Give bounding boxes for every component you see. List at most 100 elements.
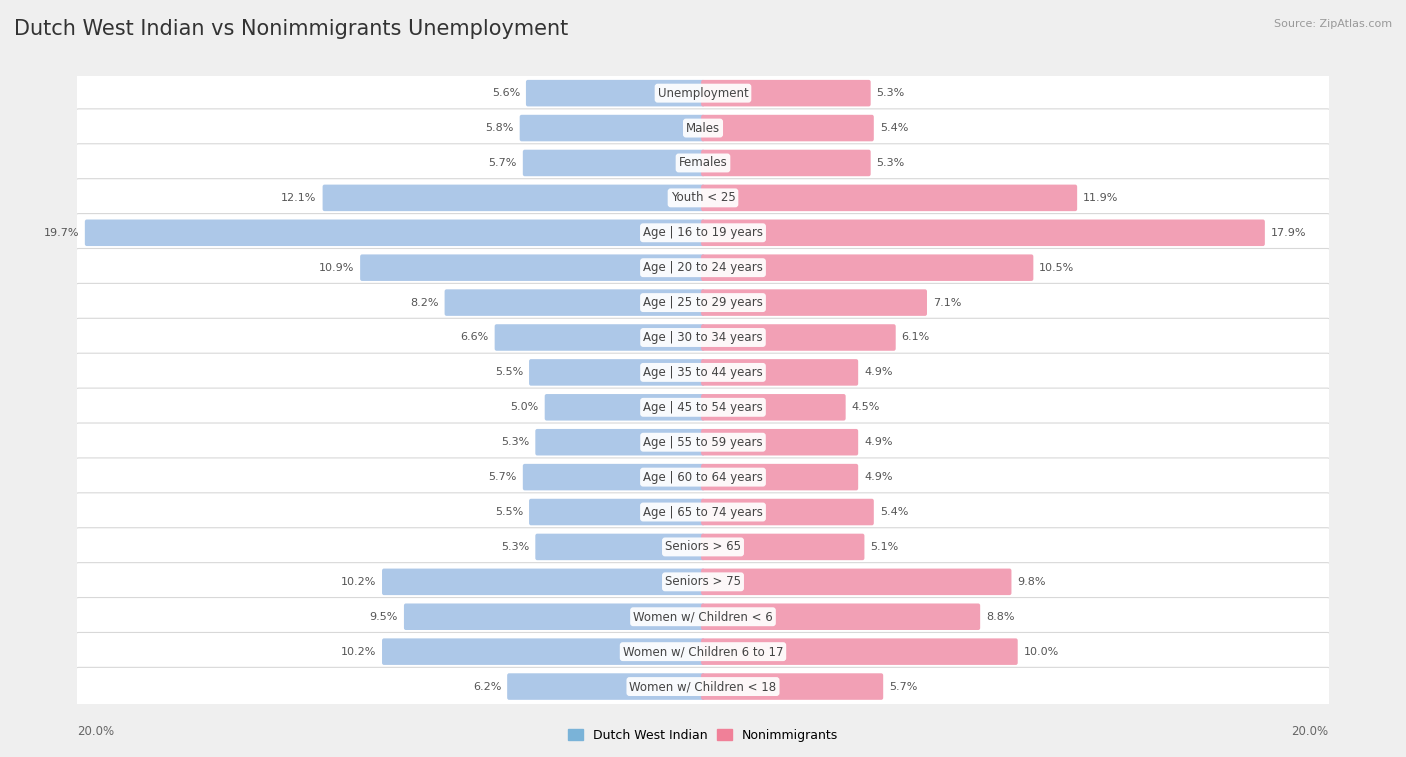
Text: Age | 30 to 34 years: Age | 30 to 34 years: [643, 331, 763, 344]
FancyBboxPatch shape: [75, 213, 1331, 252]
Text: 5.5%: 5.5%: [495, 507, 523, 517]
Text: Age | 16 to 19 years: Age | 16 to 19 years: [643, 226, 763, 239]
Text: Age | 60 to 64 years: Age | 60 to 64 years: [643, 471, 763, 484]
FancyBboxPatch shape: [702, 638, 1018, 665]
FancyBboxPatch shape: [75, 388, 1331, 426]
Text: 9.8%: 9.8%: [1018, 577, 1046, 587]
Text: 5.8%: 5.8%: [485, 123, 513, 133]
Text: 4.9%: 4.9%: [865, 472, 893, 482]
FancyBboxPatch shape: [523, 150, 704, 176]
Text: 5.1%: 5.1%: [870, 542, 898, 552]
FancyBboxPatch shape: [702, 185, 1077, 211]
FancyBboxPatch shape: [75, 632, 1331, 671]
Text: 6.1%: 6.1%: [901, 332, 929, 342]
Legend: Dutch West Indian, Nonimmigrants: Dutch West Indian, Nonimmigrants: [562, 724, 844, 747]
FancyBboxPatch shape: [702, 429, 858, 456]
Text: 5.3%: 5.3%: [501, 438, 530, 447]
FancyBboxPatch shape: [702, 150, 870, 176]
Text: 4.9%: 4.9%: [865, 438, 893, 447]
FancyBboxPatch shape: [544, 394, 704, 421]
Text: 20.0%: 20.0%: [77, 725, 114, 738]
Text: 5.3%: 5.3%: [876, 88, 905, 98]
Text: 5.7%: 5.7%: [889, 681, 918, 692]
Text: 5.7%: 5.7%: [488, 158, 517, 168]
FancyBboxPatch shape: [529, 499, 704, 525]
FancyBboxPatch shape: [702, 80, 870, 107]
FancyBboxPatch shape: [75, 354, 1331, 391]
Text: 5.3%: 5.3%: [501, 542, 530, 552]
Text: 6.6%: 6.6%: [460, 332, 489, 342]
Text: Females: Females: [679, 157, 727, 170]
FancyBboxPatch shape: [382, 638, 704, 665]
Text: 10.9%: 10.9%: [319, 263, 354, 273]
Text: 8.2%: 8.2%: [411, 298, 439, 307]
Text: Age | 45 to 54 years: Age | 45 to 54 years: [643, 400, 763, 414]
FancyBboxPatch shape: [702, 464, 858, 491]
FancyBboxPatch shape: [360, 254, 704, 281]
Text: Dutch West Indian vs Nonimmigrants Unemployment: Dutch West Indian vs Nonimmigrants Unemp…: [14, 19, 568, 39]
Text: 6.2%: 6.2%: [472, 681, 501, 692]
Text: Youth < 25: Youth < 25: [671, 192, 735, 204]
Text: Seniors > 65: Seniors > 65: [665, 540, 741, 553]
FancyBboxPatch shape: [495, 324, 704, 350]
Text: Women w/ Children < 6: Women w/ Children < 6: [633, 610, 773, 623]
Text: Age | 35 to 44 years: Age | 35 to 44 years: [643, 366, 763, 379]
Text: Males: Males: [686, 122, 720, 135]
FancyBboxPatch shape: [508, 673, 704, 699]
FancyBboxPatch shape: [382, 569, 704, 595]
Text: 5.7%: 5.7%: [488, 472, 517, 482]
Text: 17.9%: 17.9%: [1271, 228, 1306, 238]
FancyBboxPatch shape: [536, 429, 704, 456]
Text: Age | 20 to 24 years: Age | 20 to 24 years: [643, 261, 763, 274]
Text: 5.4%: 5.4%: [880, 507, 908, 517]
FancyBboxPatch shape: [75, 528, 1331, 566]
FancyBboxPatch shape: [702, 220, 1265, 246]
FancyBboxPatch shape: [702, 394, 845, 421]
FancyBboxPatch shape: [702, 115, 873, 142]
Text: 10.0%: 10.0%: [1024, 646, 1059, 656]
Text: Source: ZipAtlas.com: Source: ZipAtlas.com: [1274, 19, 1392, 29]
Text: 19.7%: 19.7%: [44, 228, 79, 238]
FancyBboxPatch shape: [404, 603, 704, 630]
FancyBboxPatch shape: [84, 220, 704, 246]
Text: Age | 55 to 59 years: Age | 55 to 59 years: [643, 436, 763, 449]
FancyBboxPatch shape: [702, 603, 980, 630]
FancyBboxPatch shape: [75, 74, 1331, 112]
Text: 12.1%: 12.1%: [281, 193, 316, 203]
Text: 9.5%: 9.5%: [370, 612, 398, 621]
FancyBboxPatch shape: [444, 289, 704, 316]
Text: Seniors > 75: Seniors > 75: [665, 575, 741, 588]
FancyBboxPatch shape: [529, 359, 704, 385]
FancyBboxPatch shape: [702, 569, 1011, 595]
FancyBboxPatch shape: [75, 493, 1331, 531]
FancyBboxPatch shape: [75, 248, 1331, 287]
Text: 5.5%: 5.5%: [495, 367, 523, 378]
FancyBboxPatch shape: [75, 318, 1331, 357]
Text: 11.9%: 11.9%: [1083, 193, 1118, 203]
FancyBboxPatch shape: [536, 534, 704, 560]
Text: Women w/ Children < 18: Women w/ Children < 18: [630, 680, 776, 693]
FancyBboxPatch shape: [75, 458, 1331, 497]
FancyBboxPatch shape: [322, 185, 704, 211]
Text: Age | 65 to 74 years: Age | 65 to 74 years: [643, 506, 763, 519]
FancyBboxPatch shape: [523, 464, 704, 491]
FancyBboxPatch shape: [702, 324, 896, 350]
Text: 10.2%: 10.2%: [340, 577, 375, 587]
Text: 5.6%: 5.6%: [492, 88, 520, 98]
Text: 7.1%: 7.1%: [934, 298, 962, 307]
FancyBboxPatch shape: [75, 283, 1331, 322]
FancyBboxPatch shape: [75, 109, 1331, 148]
Text: 5.4%: 5.4%: [880, 123, 908, 133]
FancyBboxPatch shape: [702, 534, 865, 560]
FancyBboxPatch shape: [75, 144, 1331, 182]
Text: Unemployment: Unemployment: [658, 86, 748, 100]
FancyBboxPatch shape: [702, 289, 927, 316]
FancyBboxPatch shape: [702, 499, 873, 525]
Text: 4.9%: 4.9%: [865, 367, 893, 378]
Text: 5.0%: 5.0%: [510, 402, 538, 413]
FancyBboxPatch shape: [75, 668, 1331, 706]
Text: 8.8%: 8.8%: [986, 612, 1015, 621]
FancyBboxPatch shape: [702, 673, 883, 699]
Text: 5.3%: 5.3%: [876, 158, 905, 168]
FancyBboxPatch shape: [526, 80, 704, 107]
